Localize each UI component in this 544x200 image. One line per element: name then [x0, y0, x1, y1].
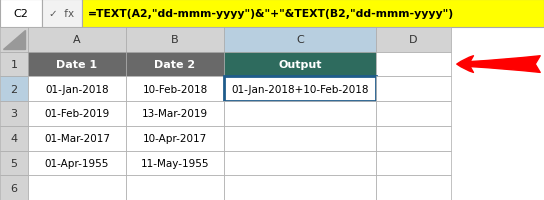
Text: Output: Output — [278, 60, 322, 70]
Text: 6: 6 — [10, 183, 17, 193]
Bar — [0, 126, 28, 151]
Bar — [0, 151, 28, 175]
Text: 01-Apr-1955: 01-Apr-1955 — [45, 158, 109, 168]
Bar — [28, 126, 126, 151]
Bar — [376, 151, 451, 175]
Text: 2: 2 — [10, 84, 17, 94]
Bar — [0, 175, 28, 200]
Bar — [376, 28, 451, 52]
Text: D: D — [409, 35, 418, 45]
Bar — [224, 77, 376, 102]
Text: C2: C2 — [14, 9, 28, 19]
Text: 10-Feb-2018: 10-Feb-2018 — [143, 84, 208, 94]
Text: 13-Mar-2019: 13-Mar-2019 — [142, 109, 208, 119]
Bar — [0, 0, 42, 28]
Text: 01-Jan-2018+10-Feb-2018: 01-Jan-2018+10-Feb-2018 — [231, 84, 369, 94]
Text: ✓  fx: ✓ fx — [50, 9, 75, 19]
Text: C: C — [296, 35, 304, 45]
Bar — [224, 102, 376, 126]
Bar — [28, 102, 126, 126]
Bar — [126, 126, 224, 151]
Bar — [82, 0, 544, 28]
Bar — [28, 151, 126, 175]
Text: 1: 1 — [10, 60, 17, 70]
Polygon shape — [3, 31, 25, 49]
Text: 11-May-1955: 11-May-1955 — [141, 158, 209, 168]
Bar — [42, 0, 82, 28]
Bar — [28, 175, 126, 200]
Text: =TEXT(A2,"dd-mmm-yyyy")&"+"&TEXT(B2,"dd-mmm-yyyy"): =TEXT(A2,"dd-mmm-yyyy")&"+"&TEXT(B2,"dd-… — [88, 9, 454, 19]
Bar — [0, 52, 28, 77]
Bar — [224, 28, 376, 52]
Bar — [126, 151, 224, 175]
Bar — [376, 77, 451, 102]
Bar — [376, 126, 451, 151]
Bar — [224, 175, 376, 200]
Bar — [376, 102, 451, 126]
Text: Date 1: Date 1 — [57, 60, 97, 70]
Bar — [224, 151, 376, 175]
Text: 5: 5 — [10, 158, 17, 168]
Bar — [126, 175, 224, 200]
Bar — [224, 126, 376, 151]
Bar — [376, 52, 451, 77]
Text: 01-Mar-2017: 01-Mar-2017 — [44, 134, 110, 143]
Text: 10-Apr-2017: 10-Apr-2017 — [143, 134, 207, 143]
Bar — [126, 28, 224, 52]
Bar — [28, 28, 126, 52]
Text: Date 2: Date 2 — [154, 60, 195, 70]
Bar — [0, 77, 28, 102]
Text: 01-Jan-2018: 01-Jan-2018 — [45, 84, 109, 94]
Text: B: B — [171, 35, 179, 45]
Text: 4: 4 — [10, 134, 17, 143]
Bar — [28, 77, 126, 102]
Bar — [126, 102, 224, 126]
Bar — [224, 52, 376, 77]
Text: A: A — [73, 35, 81, 45]
Text: 01-Feb-2019: 01-Feb-2019 — [45, 109, 110, 119]
Bar — [0, 102, 28, 126]
Bar — [0, 28, 28, 52]
Bar — [126, 52, 224, 77]
Bar — [126, 77, 224, 102]
Text: 3: 3 — [10, 109, 17, 119]
Bar — [376, 175, 451, 200]
Bar — [28, 52, 126, 77]
